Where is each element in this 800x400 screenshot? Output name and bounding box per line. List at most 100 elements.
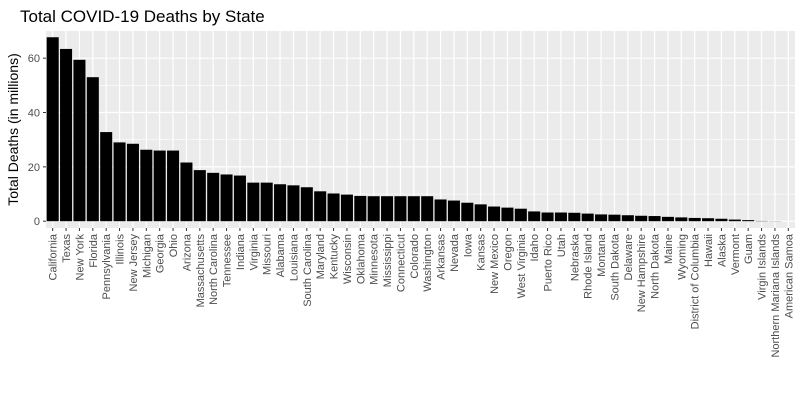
bar: [354, 195, 367, 222]
bar: [608, 214, 621, 222]
x-tick-label: Arizona: [181, 233, 193, 271]
x-tick-label: New Hampshire: [636, 234, 648, 312]
x-tick-label: Louisiana: [288, 233, 300, 281]
bar: [287, 185, 300, 222]
bar: [180, 162, 193, 222]
bar: [715, 218, 728, 222]
bar: [260, 182, 273, 222]
x-tick-label: Oregon: [502, 234, 514, 271]
bar: [73, 59, 86, 222]
x-tick-label: Vermont: [730, 234, 742, 275]
bar: [635, 215, 648, 222]
bar: [60, 48, 73, 222]
bar: [421, 196, 434, 222]
x-tick-label: Florida: [88, 233, 100, 268]
y-tick-label: 20: [28, 162, 40, 174]
x-tick-label: Illinois: [115, 234, 127, 265]
x-tick-label: Virginia: [248, 233, 260, 270]
bar: [568, 212, 581, 222]
x-tick-label: Kentucky: [329, 234, 341, 280]
bar: [113, 142, 126, 222]
bar: [394, 196, 407, 222]
x-tick-label: Georgia: [155, 233, 167, 273]
x-tick-label: Wyoming: [676, 234, 688, 280]
x-tick-label: Massachusetts: [195, 234, 207, 308]
bar: [474, 204, 487, 222]
bar: [434, 199, 447, 222]
x-tick-label: American Samoa: [783, 233, 795, 318]
bar: [742, 220, 755, 222]
x-tick-label: Washington: [422, 234, 434, 292]
bar: [193, 170, 206, 222]
bar: [274, 184, 287, 222]
bar: [621, 215, 634, 222]
x-tick-label: Tennessee: [222, 234, 234, 287]
x-tick-label: North Carolina: [208, 233, 220, 305]
x-tick-label: Hawaii: [703, 234, 715, 267]
bar: [501, 207, 514, 222]
x-tick-label: Idaho: [529, 234, 541, 262]
x-tick-label: Ohio: [168, 234, 180, 257]
bar: [702, 218, 715, 222]
x-tick-label: West Virginia: [516, 233, 528, 298]
bar: [581, 213, 594, 222]
x-tick-label: Michigan: [141, 234, 153, 278]
bar: [661, 216, 674, 222]
bar: [126, 143, 139, 222]
bar: [381, 196, 394, 222]
x-tick-label: Alabama: [275, 233, 287, 277]
x-tick-label: District of Columbia: [690, 233, 702, 329]
x-tick-label: Texas: [61, 234, 73, 263]
bar: [327, 193, 340, 222]
x-tick-label: Colorado: [409, 234, 421, 279]
bar: [340, 194, 353, 222]
bar: [207, 172, 220, 222]
bar: [595, 214, 608, 222]
x-tick-label: Maine: [663, 234, 675, 264]
x-tick-label: Nevada: [449, 233, 461, 272]
x-tick-label: Utah: [556, 234, 568, 257]
x-tick-label: South Dakota: [609, 233, 621, 301]
bar: [488, 206, 501, 222]
bar: [233, 175, 246, 222]
x-tick-label: New Mexico: [489, 234, 501, 294]
x-tick-label: Wisconsin: [342, 234, 354, 284]
x-tick-label: Northern Mariana Islands: [770, 234, 782, 358]
x-tick-label: Delaware: [623, 234, 635, 280]
bar: [461, 202, 474, 222]
bar: [300, 187, 313, 222]
x-tick-label: Minnesota: [369, 233, 381, 285]
bar: [140, 149, 153, 222]
x-tick-label: Puerto Rico: [543, 234, 555, 291]
y-axis: 0 20 40 60: [28, 53, 46, 228]
bar: [153, 150, 166, 222]
bar: [688, 217, 701, 222]
bar: [514, 208, 527, 222]
y-tick-label: 60: [28, 53, 40, 65]
bar: [554, 212, 567, 222]
x-tick-label: Virgin Islands: [757, 234, 769, 300]
bar: [167, 150, 180, 222]
y-axis-title: Total Deaths (in millions): [5, 53, 21, 206]
bar: [100, 132, 113, 222]
bar: [220, 174, 233, 222]
x-tick-label: North Dakota: [650, 233, 662, 299]
bar: [247, 182, 260, 222]
x-tick-label: Pennsylvania: [101, 233, 113, 299]
x-tick-label: South Carolina: [302, 233, 314, 307]
x-tick-label: Maryland: [315, 234, 327, 279]
x-tick-label: Alaska: [716, 233, 728, 267]
bars: [46, 37, 781, 222]
bar: [648, 216, 661, 222]
bar: [86, 77, 99, 222]
x-tick-label: Connecticut: [395, 234, 407, 292]
x-tick-label: New Jersey: [128, 234, 140, 292]
x-tick-label: Montana: [596, 233, 608, 277]
x-tick-label: Indiana: [235, 233, 247, 270]
bar: [528, 211, 541, 222]
bar: [447, 200, 460, 222]
bar: [46, 37, 59, 222]
x-tick-label: Arkansas: [436, 234, 448, 280]
x-tick-label: Oklahoma: [355, 233, 367, 284]
